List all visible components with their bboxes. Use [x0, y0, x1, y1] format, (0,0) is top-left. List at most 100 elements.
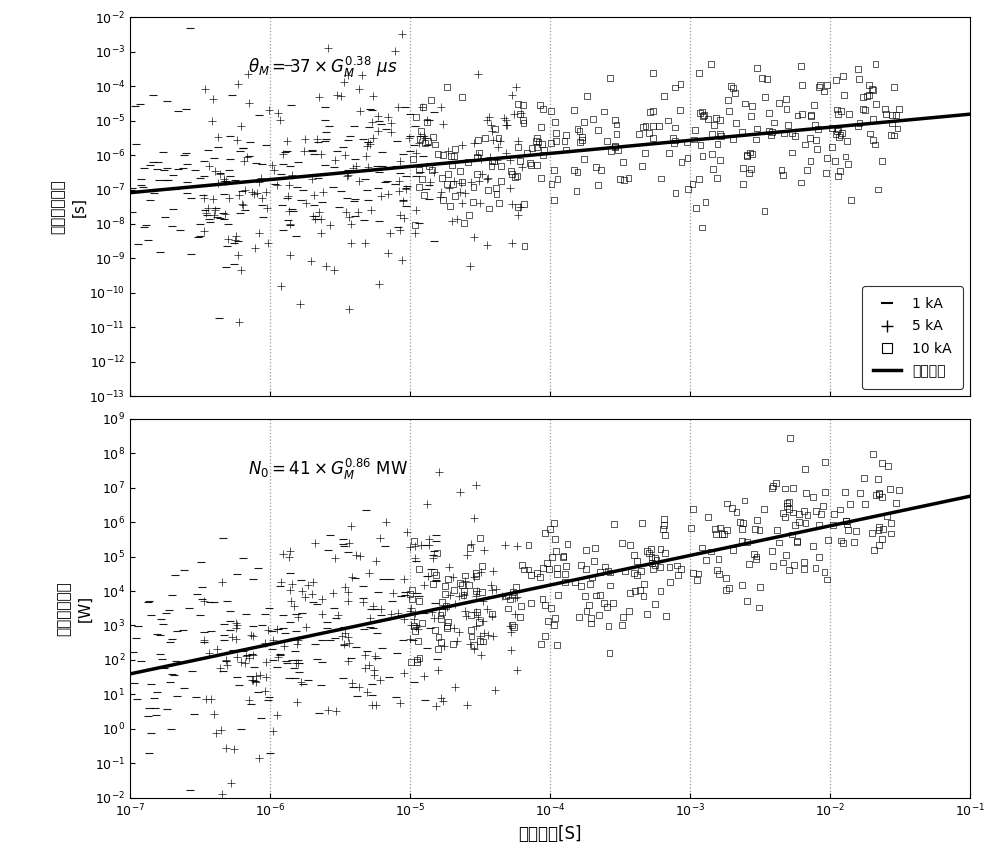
Point — [404, 592, 420, 606]
Point — [340, 168, 356, 182]
Point — [304, 172, 320, 186]
Point — [124, 205, 140, 219]
Point — [341, 210, 357, 224]
Point — [739, 149, 755, 163]
Point — [233, 722, 249, 736]
Point — [255, 639, 271, 653]
Point — [480, 629, 496, 642]
Point — [794, 107, 810, 121]
Point — [423, 563, 439, 577]
Point — [262, 172, 278, 186]
Point — [148, 708, 164, 722]
Point — [583, 616, 599, 630]
Point — [754, 71, 770, 85]
Point — [579, 604, 595, 618]
Point — [343, 217, 359, 231]
Point — [694, 220, 710, 234]
Point — [805, 539, 821, 553]
Point — [326, 264, 342, 277]
Point — [360, 135, 376, 149]
Point — [152, 647, 168, 661]
Point — [282, 566, 298, 580]
Point — [572, 135, 588, 149]
Point — [785, 505, 801, 519]
Point — [494, 589, 510, 603]
Point — [686, 133, 702, 147]
Point — [602, 578, 618, 592]
Point — [145, 155, 161, 169]
Point — [182, 783, 198, 797]
Point — [243, 697, 259, 711]
Point — [186, 707, 202, 720]
Point — [395, 193, 411, 207]
Point — [784, 126, 800, 140]
Point — [392, 208, 408, 222]
Point — [419, 113, 435, 127]
Point — [283, 595, 299, 609]
Point — [807, 119, 823, 133]
Point — [667, 134, 683, 147]
Point — [484, 153, 500, 167]
Point — [477, 131, 493, 145]
Point — [419, 139, 435, 153]
Point — [781, 502, 797, 516]
Point — [161, 603, 177, 617]
Point — [718, 583, 734, 597]
Point — [264, 624, 280, 638]
Point — [405, 153, 421, 166]
Point — [643, 542, 659, 556]
Point — [694, 105, 710, 119]
Point — [667, 121, 683, 134]
Point — [441, 560, 457, 574]
Point — [425, 577, 441, 590]
Point — [808, 504, 824, 518]
Point — [286, 599, 302, 613]
Point — [737, 96, 753, 110]
Point — [700, 510, 716, 524]
Point — [351, 82, 367, 96]
Point — [789, 108, 805, 122]
Point — [608, 127, 624, 140]
Point — [861, 78, 877, 92]
Point — [536, 143, 552, 157]
Point — [535, 102, 551, 116]
Point — [466, 511, 482, 525]
Point — [582, 577, 598, 590]
Point — [339, 192, 355, 205]
Point — [430, 642, 446, 655]
Point — [513, 599, 529, 613]
Point — [409, 655, 425, 668]
Point — [868, 488, 884, 502]
Point — [149, 162, 165, 176]
Point — [404, 583, 420, 597]
Point — [528, 134, 544, 147]
Point — [503, 625, 519, 639]
Point — [466, 230, 482, 244]
Point — [837, 486, 853, 499]
Point — [466, 638, 482, 652]
Point — [228, 616, 244, 629]
Point — [196, 595, 212, 609]
Point — [366, 663, 382, 677]
Point — [152, 628, 168, 642]
Point — [871, 520, 887, 534]
Point — [662, 560, 678, 574]
Point — [202, 215, 218, 229]
Point — [826, 507, 842, 521]
Point — [391, 173, 407, 187]
Point — [776, 126, 792, 140]
Point — [341, 536, 357, 550]
Point — [848, 525, 864, 538]
Point — [786, 558, 802, 572]
Point — [713, 129, 729, 143]
Point — [373, 117, 389, 131]
Point — [326, 601, 342, 615]
Point — [351, 681, 367, 694]
Point — [645, 131, 661, 145]
Point — [452, 185, 468, 199]
Point — [791, 515, 807, 529]
Point — [764, 125, 780, 139]
Point — [233, 119, 249, 133]
Point — [369, 651, 385, 665]
Point — [510, 140, 526, 154]
